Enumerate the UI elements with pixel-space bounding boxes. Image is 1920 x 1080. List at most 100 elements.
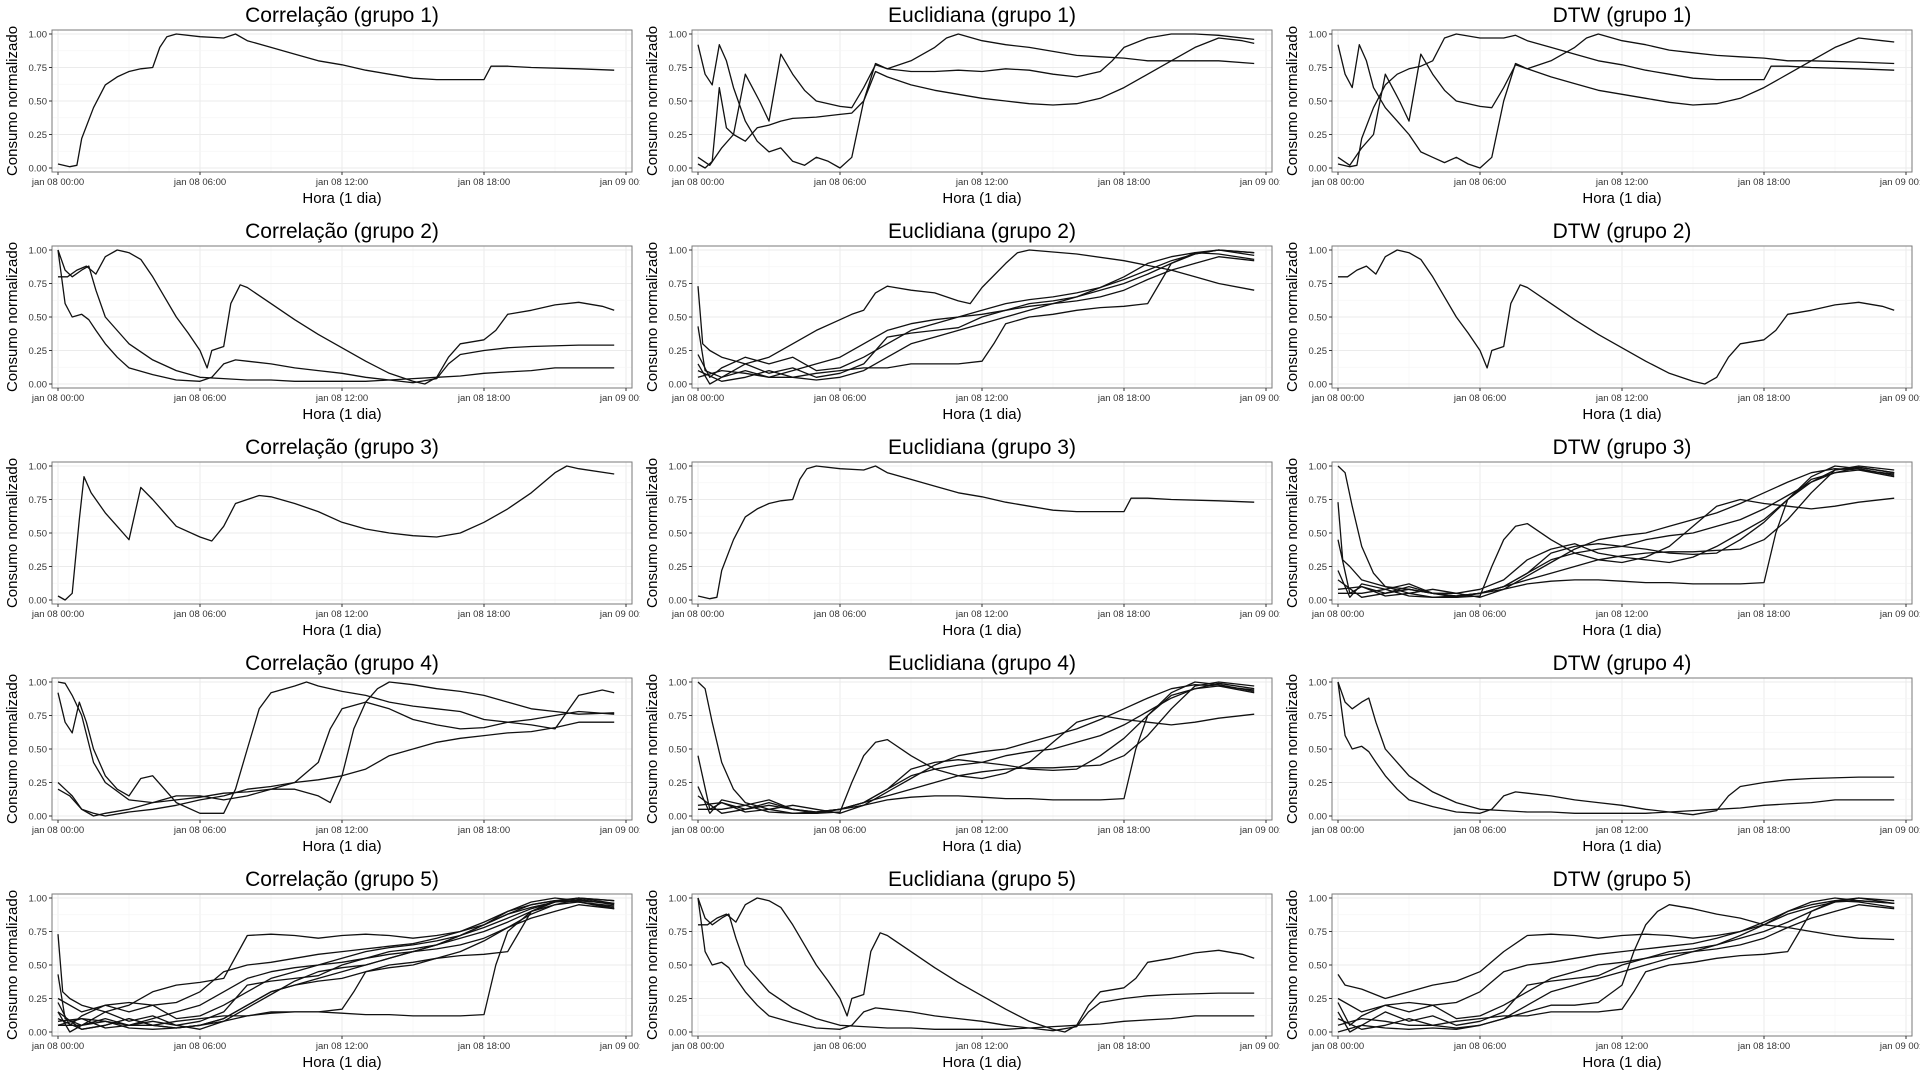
y-axis-label: Consumo normalizado: [4, 890, 21, 1040]
y-tick-label: 0.25: [669, 130, 688, 141]
x-tick-label: jan 08 00:00: [1311, 609, 1364, 620]
series-line: [57, 681, 615, 804]
y-tick-label: 1.00: [1309, 30, 1328, 41]
x-tick-label: jan 09 00:00: [1239, 825, 1280, 836]
y-tick-label: 0.00: [669, 1028, 688, 1039]
y-tick-label: 0.00: [29, 380, 48, 391]
x-tick-label: jan 08 00:00: [31, 825, 84, 836]
y-tick-label: 0.50: [29, 313, 48, 324]
y-tick-label: 0.50: [669, 961, 688, 972]
y-tick-label: 0.25: [29, 778, 48, 789]
x-tick-label: jan 08 18:00: [1097, 177, 1150, 188]
x-tick-label: jan 09 00:00: [599, 825, 640, 836]
series-line: [697, 682, 1255, 814]
y-tick-label: 1.00: [1309, 678, 1328, 689]
x-tick-label: jan 08 12:00: [1595, 1041, 1648, 1052]
series-line: [1337, 466, 1895, 598]
x-tick-label: jan 08 00:00: [31, 1041, 84, 1052]
chart-panel: jan 08 00:00 jan 08 06:00 jan 08 12:00 jan …: [4, 4, 640, 207]
chart-panel: jan 08 00:00 jan 08 06:00 jan 08 12:00 jan …: [1284, 4, 1920, 207]
y-tick-label: 0.50: [1309, 313, 1328, 324]
x-axis-label: Hora (1 dia): [942, 838, 1021, 855]
y-axis-label: Consumo normalizado: [1284, 458, 1301, 608]
x-axis-label: Hora (1 dia): [302, 406, 381, 423]
series-line: [697, 897, 1255, 1032]
x-axis-label: Hora (1 dia): [302, 190, 381, 207]
x-tick-label: jan 09 00:00: [599, 1041, 640, 1052]
x-axis-label: Hora (1 dia): [1582, 838, 1661, 855]
x-tick-label: jan 09 00:00: [1879, 177, 1920, 188]
series-line: [697, 37, 1255, 169]
y-tick-label: 0.25: [29, 994, 48, 1005]
x-tick-label: jan 08 00:00: [671, 1041, 724, 1052]
series-line: [697, 249, 1255, 365]
x-tick-label: jan 08 18:00: [1737, 393, 1790, 404]
chart-title: Correlação (grupo 2): [245, 220, 439, 243]
y-tick-label: 0.25: [669, 562, 688, 573]
chart-panel: jan 08 00:00 jan 08 06:00 jan 08 12:00 jan …: [1284, 652, 1920, 855]
x-tick-label: jan 09 00:00: [599, 393, 640, 404]
series-line: [57, 900, 615, 1013]
chart-panel: jan 08 00:00 jan 08 06:00 jan 08 12:00 jan …: [644, 436, 1280, 639]
y-tick-label: 0.00: [1309, 380, 1328, 391]
series-line: [698, 897, 1255, 1033]
chart-panel: jan 08 00:00 jan 08 06:00 jan 08 12:00 jan …: [4, 436, 640, 639]
y-tick-label: 0.25: [1309, 778, 1328, 789]
chart-panel: jan 08 00:00 jan 08 06:00 jan 08 12:00 jan …: [4, 220, 640, 423]
x-tick-label: jan 08 00:00: [671, 393, 724, 404]
x-tick-label: jan 08 18:00: [1097, 609, 1150, 620]
x-tick-label: jan 09 00:00: [1239, 177, 1280, 188]
series-line: [57, 681, 615, 814]
y-tick-label: 1.00: [669, 246, 688, 257]
series-line: [697, 681, 1255, 814]
x-tick-label: jan 08 06:00: [1453, 393, 1506, 404]
chart-title: Euclidiana (grupo 5): [888, 868, 1076, 891]
series-line: [1337, 37, 1895, 166]
y-tick-label: 0.25: [1309, 130, 1328, 141]
y-tick-label: 0.75: [669, 495, 688, 506]
chart-title: DTW (grupo 5): [1553, 868, 1692, 891]
y-axis-label: Consumo normalizado: [4, 458, 21, 608]
y-axis-label: Consumo normalizado: [1284, 26, 1301, 176]
series-line: [1337, 897, 1895, 1026]
y-tick-label: 0.50: [29, 97, 48, 108]
x-tick-label: jan 08 00:00: [1311, 825, 1364, 836]
x-tick-label: jan 08 12:00: [955, 609, 1008, 620]
chart-title: DTW (grupo 2): [1553, 220, 1692, 243]
x-tick-label: jan 08 06:00: [813, 609, 866, 620]
x-tick-label: jan 09 00:00: [1879, 609, 1920, 620]
x-tick-label: jan 08 18:00: [1737, 609, 1790, 620]
x-tick-label: jan 08 00:00: [1311, 1041, 1364, 1052]
y-tick-label: 0.75: [1309, 63, 1328, 74]
y-tick-label: 0.50: [669, 313, 688, 324]
y-tick-label: 0.75: [29, 495, 48, 506]
y-tick-label: 0.25: [29, 562, 48, 573]
x-axis-label: Hora (1 dia): [302, 838, 381, 855]
x-tick-label: jan 08 00:00: [31, 177, 84, 188]
y-tick-label: 0.75: [1309, 927, 1328, 938]
x-tick-label: jan 08 18:00: [457, 825, 510, 836]
chart-title: Correlação (grupo 3): [245, 436, 439, 459]
y-tick-label: 1.00: [29, 246, 48, 257]
x-tick-label: jan 08 18:00: [1737, 1041, 1790, 1052]
chart-panel: jan 08 00:00 jan 08 06:00 jan 08 12:00 jan …: [4, 652, 640, 855]
x-tick-label: jan 09 00:00: [599, 177, 640, 188]
x-tick-label: jan 08 06:00: [1453, 1041, 1506, 1052]
y-tick-label: 0.00: [29, 596, 48, 607]
x-tick-label: jan 09 00:00: [1879, 825, 1920, 836]
chart-panel: jan 08 00:00 jan 08 06:00 jan 08 12:00 jan …: [644, 220, 1280, 423]
series-line: [697, 897, 1255, 1030]
x-tick-label: jan 09 00:00: [1879, 1041, 1920, 1052]
chart-title: Correlação (grupo 1): [245, 4, 439, 27]
x-tick-label: jan 08 12:00: [1595, 825, 1648, 836]
chart-title: Euclidiana (grupo 2): [888, 220, 1076, 243]
y-tick-label: 1.00: [29, 462, 48, 473]
y-tick-label: 0.75: [29, 711, 48, 722]
x-tick-label: jan 08 06:00: [813, 1041, 866, 1052]
x-tick-label: jan 08 12:00: [955, 177, 1008, 188]
series-line: [698, 685, 1255, 814]
y-tick-label: 0.50: [669, 529, 688, 540]
chart-title: DTW (grupo 4): [1553, 652, 1692, 675]
y-tick-label: 0.75: [1309, 711, 1328, 722]
x-tick-label: jan 08 18:00: [457, 1041, 510, 1052]
